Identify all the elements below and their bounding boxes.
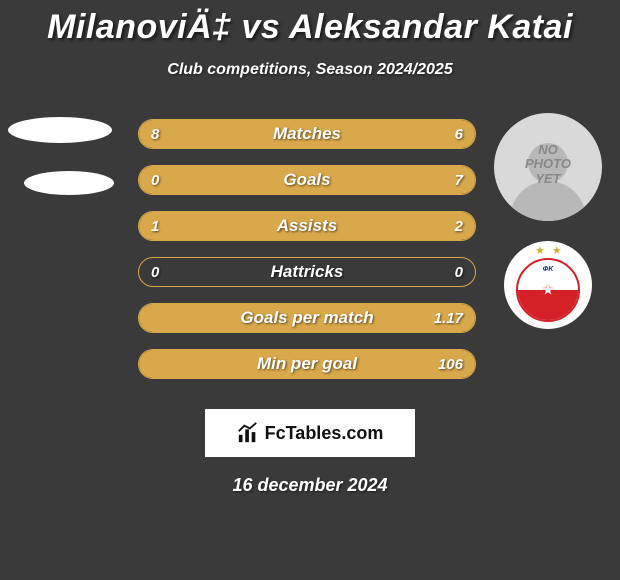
stat-bars: Matches86Goals07Assists12Hattricks00Goal…	[138, 119, 476, 395]
stat-row: Assists1 2	[138, 211, 476, 241]
stat-value-right: 2	[455, 212, 463, 240]
stat-row: Matches8 6	[138, 119, 476, 149]
badge-stars-icon: ★★	[535, 244, 569, 257]
chart-icon	[237, 422, 259, 444]
stat-row: Hattricks0 0	[138, 257, 476, 287]
left-player-club-placeholder	[24, 171, 114, 195]
page-subtitle: Club competitions, Season 2024/2025	[0, 61, 620, 79]
stat-value-right: 0	[455, 258, 463, 286]
stat-value-right: 1.17	[434, 304, 463, 332]
badge-center-star-icon: ★	[542, 282, 555, 299]
stat-label: Assists	[139, 212, 475, 240]
no-photo-line1: NO	[525, 143, 571, 157]
stat-row: Goals per match1.17	[138, 303, 476, 333]
no-photo-label: NO PHOTO YET	[525, 143, 571, 186]
stat-value-right: 7	[455, 166, 463, 194]
stat-value-right: 6	[455, 120, 463, 148]
stat-value-left: 1	[151, 212, 159, 240]
stat-value-left: 0	[151, 166, 159, 194]
right-player-club-badge: ★★ ΦK ★	[504, 241, 592, 329]
stat-label: Goals per match	[139, 304, 475, 332]
right-player-photo: NO PHOTO YET	[494, 113, 602, 221]
stat-value-right: 106	[438, 350, 463, 378]
left-player-photo-placeholder	[8, 117, 112, 143]
stat-value-left: 0	[151, 258, 159, 286]
no-photo-line2: PHOTO	[525, 157, 571, 171]
stat-value-left: 8	[151, 120, 159, 148]
right-player-avatars: NO PHOTO YET ★★ ΦK ★	[494, 113, 602, 329]
stat-label: Min per goal	[139, 350, 475, 378]
stat-label: Matches	[139, 120, 475, 148]
fctables-branding[interactable]: FcTables.com	[205, 409, 415, 457]
badge-monogram: ΦK	[518, 266, 578, 273]
badge-inner: ΦK ★	[516, 258, 580, 322]
stat-label: Goals	[139, 166, 475, 194]
stat-row: Min per goal106	[138, 349, 476, 379]
date-label: 16 december 2024	[0, 475, 620, 496]
fctables-label: FcTables.com	[265, 423, 384, 444]
no-photo-line3: YET	[525, 172, 571, 186]
stat-label: Hattricks	[139, 258, 475, 286]
page-title: MilanoviÄ‡ vs Aleksandar Katai	[0, 0, 620, 47]
stat-row: Goals0 7	[138, 165, 476, 195]
